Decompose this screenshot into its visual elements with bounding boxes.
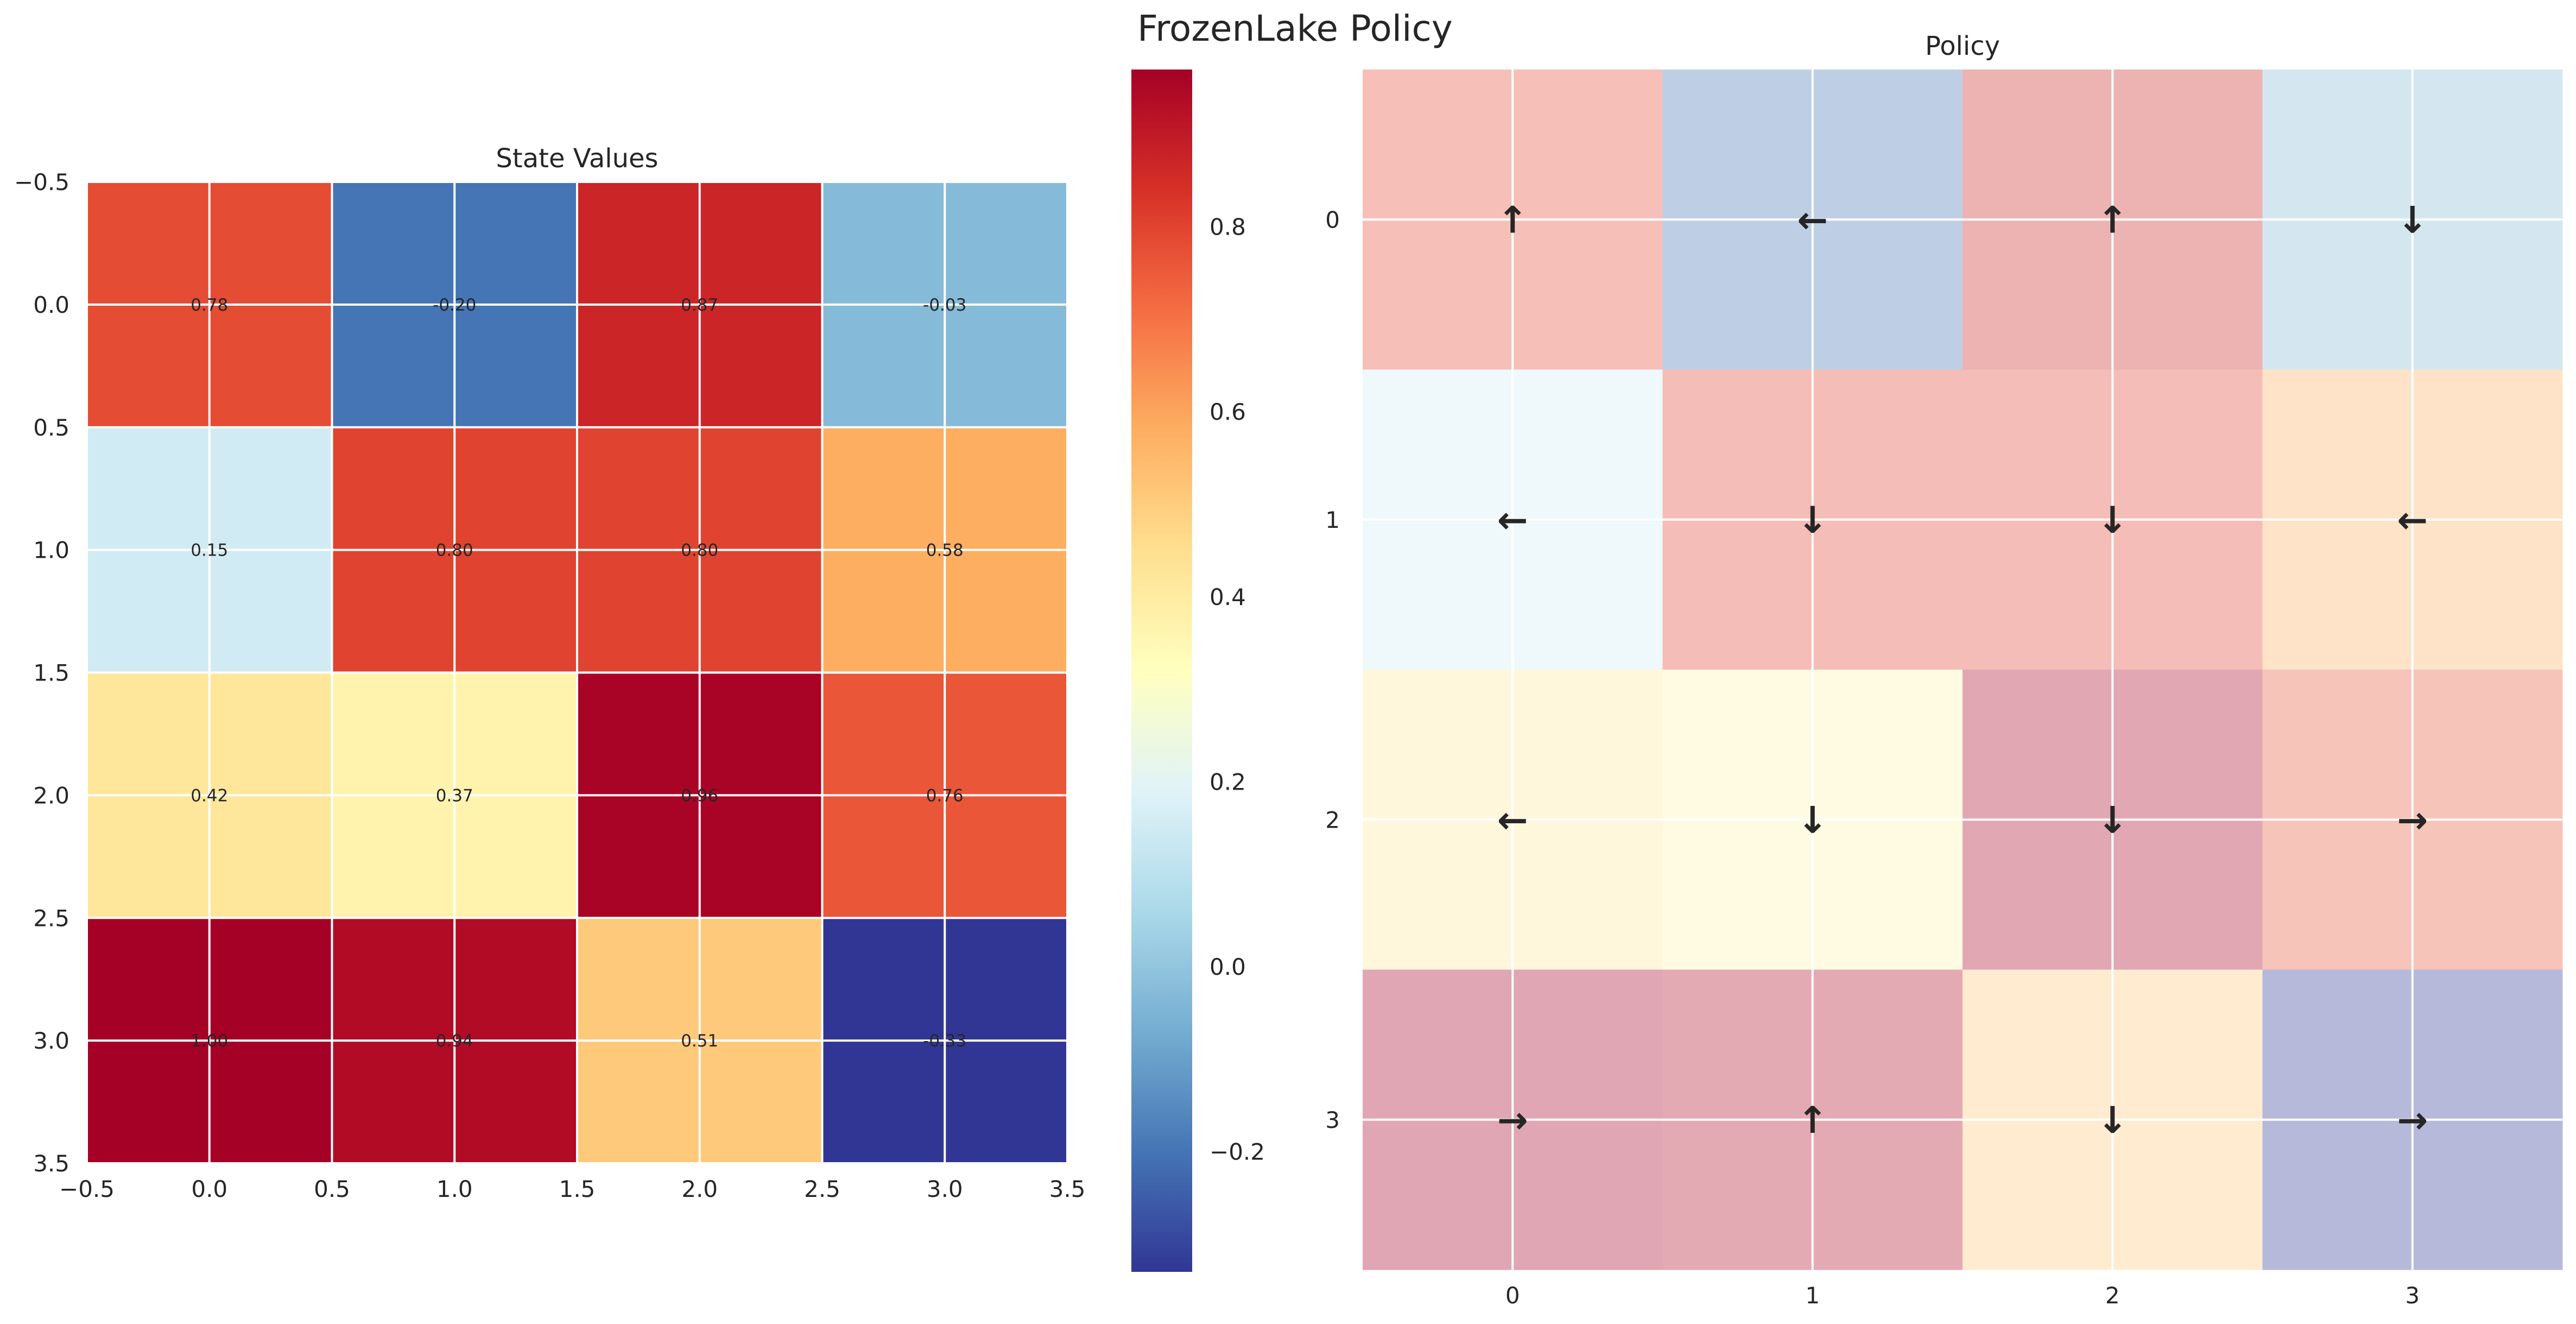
- colorbar-tick-label: 0.0: [1210, 954, 1246, 980]
- state-value-label: 0.42: [191, 786, 228, 805]
- policy-arrow-1-3: ←: [2397, 499, 2428, 542]
- heatmap-ytick-label: 2.5: [33, 905, 69, 931]
- state-value-label: 0.58: [926, 541, 964, 560]
- policy-arrow-2-3: →: [2397, 799, 2428, 842]
- heatmap-ytick-label: 1.5: [33, 660, 69, 686]
- policy-ytick-label: 2: [1325, 806, 1340, 833]
- policy-arrow-3-0: →: [1497, 1099, 1528, 1142]
- policy-arrow-1-2: ↓: [2097, 499, 2128, 542]
- policy-arrow-2-0: ←: [1497, 799, 1528, 842]
- policy-arrow-3-1: ↑: [1797, 1099, 1828, 1142]
- heatmap-ytick-label: 0.0: [33, 292, 69, 318]
- colorbar-tick-label: 0.2: [1210, 768, 1246, 795]
- colorbar: [1131, 70, 1192, 1272]
- state-value-label: 0.78: [191, 295, 228, 315]
- policy-arrow-3-2: ↓: [2097, 1099, 2128, 1142]
- colorbar-tick-label: 0.6: [1210, 399, 1246, 425]
- policy-xtick-label: 0: [1505, 1282, 1520, 1309]
- policy-arrow-0-2: ↑: [2097, 199, 2128, 242]
- figure-suptitle: FrozenLake Policy: [1137, 8, 1453, 49]
- state-value-label: 0.15: [191, 541, 228, 560]
- state-value-label: -0.20: [433, 295, 476, 315]
- heatmap-xtick-label: 0.5: [314, 1176, 350, 1202]
- heatmap-xtick-label: 2.5: [804, 1176, 840, 1202]
- colorbar-tick-label: 0.4: [1210, 584, 1246, 610]
- policy-ytick-label: 1: [1325, 507, 1340, 533]
- heatmap-xtick-label: 1.5: [559, 1176, 596, 1202]
- policy-arrow-0-0: ↑: [1497, 199, 1528, 242]
- policy-xtick-label: 1: [1805, 1282, 1820, 1309]
- heatmap-ytick-label: 3.5: [33, 1150, 69, 1177]
- heatmap-xtick-label: −0.5: [59, 1176, 115, 1202]
- state-value-label: 1.00: [191, 1031, 228, 1051]
- colorbar-tick-label: −0.2: [1210, 1139, 1265, 1165]
- policy-arrow-3-3: →: [2397, 1099, 2428, 1142]
- state-value-label: 0.94: [436, 1031, 473, 1051]
- heatmap-title: State Values: [496, 143, 658, 174]
- heatmap-xtick-label: 0.0: [191, 1176, 227, 1202]
- colorbar-tick-label: 0.8: [1210, 214, 1246, 241]
- policy-ytick-label: 3: [1325, 1107, 1340, 1133]
- state-value-label: -0.03: [923, 295, 966, 315]
- policy-title: Policy: [1925, 31, 2000, 61]
- state-value-label: -0.33: [923, 1031, 966, 1051]
- state-value-label: 0.96: [681, 786, 718, 805]
- heatmap-xtick-label: 3.5: [1049, 1176, 1086, 1202]
- state-value-label: 0.80: [436, 541, 473, 560]
- policy-arrow-0-1: ←: [1797, 199, 1828, 242]
- heatmap-xtick-label: 1.0: [436, 1176, 473, 1202]
- heatmap-ytick-label: 1.0: [33, 537, 69, 564]
- heatmap-ytick-label: 0.5: [33, 414, 69, 441]
- state-value-label: 0.80: [681, 541, 718, 560]
- heatmap-ytick-label: 2.0: [33, 782, 69, 809]
- policy-arrow-1-0: ←: [1497, 499, 1528, 542]
- state-value-label: 0.37: [436, 786, 473, 805]
- policy-arrow-2-2: ↓: [2097, 799, 2128, 842]
- state-value-label: 0.51: [681, 1031, 718, 1051]
- heatmap-xtick-label: 3.0: [927, 1176, 963, 1202]
- policy-xtick-label: 3: [2405, 1282, 2420, 1309]
- heatmap-ytick-label: −0.5: [14, 169, 69, 196]
- state-value-label: 0.87: [681, 295, 718, 315]
- policy-arrow-0-3: ↓: [2397, 199, 2428, 242]
- policy-xtick-label: 2: [2105, 1282, 2120, 1309]
- state-value-label: 0.76: [926, 786, 964, 805]
- policy-ytick-label: 0: [1325, 206, 1340, 233]
- heatmap-ytick-label: 3.0: [33, 1027, 69, 1054]
- policy-arrow-1-1: ↓: [1797, 499, 1828, 542]
- policy-arrow-2-1: ↓: [1797, 799, 1828, 842]
- heatmap-xtick-label: 2.0: [681, 1176, 718, 1202]
